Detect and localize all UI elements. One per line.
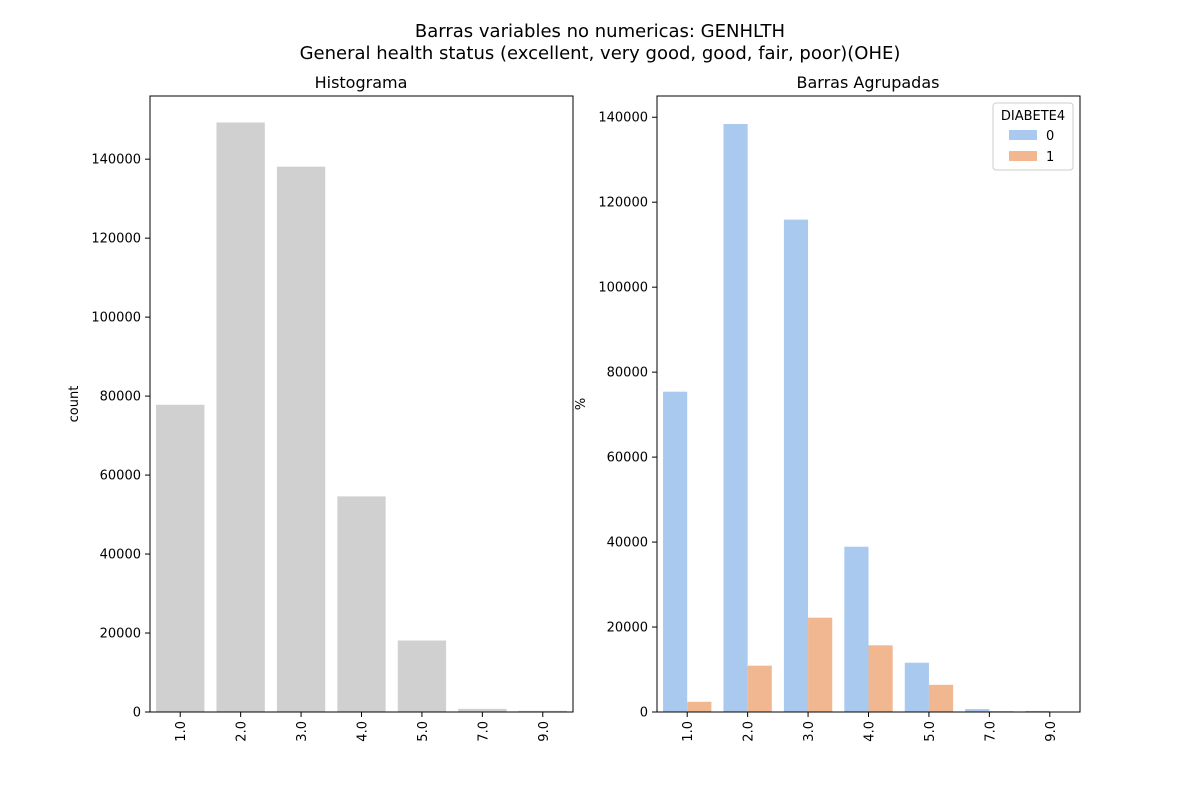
histogram-y-tick-label: 100000	[91, 311, 141, 326]
grouped-bar-x-tick-label: 9.0	[1044, 721, 1059, 742]
grouped-bar-y-tick-label: 100000	[598, 281, 648, 296]
grouped-bar-series-1	[808, 617, 833, 712]
grouped-bar-title: Barras Agrupadas	[797, 73, 940, 92]
grouped-bar-series-0	[965, 709, 990, 712]
grouped-bar-y-label: %	[574, 398, 589, 410]
grouped-bar-x-tick-label: 5.0	[923, 721, 938, 742]
histogram-x-tick-label: 3.0	[295, 721, 310, 742]
histogram-bar	[276, 166, 326, 712]
grouped-bars	[663, 124, 1074, 713]
histogram-y-tick-label: 120000	[91, 232, 141, 247]
histogram-y-axis: 0 20000 40000 60000 80000 100000 120000 140000	[91, 153, 150, 721]
legend-label-1: 1	[1046, 150, 1054, 165]
grouped-bar-series-1	[868, 645, 893, 712]
grouped-bar-y-tick-label: 0	[640, 706, 648, 721]
histogram-chart: Histograma 0 20000 40000 60000 80000 100000 12…	[67, 73, 574, 742]
histogram-bar	[397, 640, 447, 712]
histogram-x-axis: 1.0 2.0 3.0 4.0 5.0 7.0 9.0	[174, 712, 552, 742]
grouped-bar-x-tick-label: 2.0	[742, 721, 757, 742]
legend-swatch-1	[1009, 151, 1037, 161]
histogram-y-label: count	[67, 386, 82, 423]
grouped-bar-x-tick-label: 4.0	[863, 721, 878, 742]
grouped-bar-x-tick-label: 7.0	[983, 721, 998, 742]
histogram-x-tick-label: 7.0	[476, 721, 491, 742]
grouped-bar-series-1	[747, 665, 772, 712]
grouped-bar-x-axis: 1.0 2.0 3.0 4.0 5.0 7.0 9.0	[681, 712, 1059, 742]
histogram-y-tick-label: 60000	[100, 469, 141, 484]
histogram-y-tick-label: 80000	[100, 390, 141, 405]
grouped-bar-series-0	[783, 219, 809, 713]
grouped-bar-y-tick-label: 120000	[598, 196, 648, 211]
grouped-bar-y-tick-label: 20000	[607, 621, 648, 636]
histogram-bar	[337, 496, 386, 712]
grouped-bar-chart: Barras Agrupadas 02000040000600008000010…	[574, 73, 1081, 742]
grouped-bar-series-1	[687, 701, 712, 712]
grouped-bar-series-0	[723, 124, 748, 712]
histogram-x-tick-label: 2.0	[235, 721, 250, 742]
grouped-bar-y-axis: 0 20000 40000 60000 80000 100000 120000 140000	[598, 111, 657, 721]
grouped-bar-series-0	[663, 391, 688, 712]
histogram-bar	[216, 122, 265, 712]
legend-swatch-0	[1009, 130, 1037, 140]
figure-title-line-1: Barras variables no numericas: GENHLTH	[414, 21, 786, 42]
histogram-x-tick-label: 1.0	[174, 721, 189, 742]
grouped-bar-series-0	[844, 546, 869, 712]
histogram-y-tick-label: 20000	[100, 627, 141, 642]
grouped-bar-x-tick-label: 3.0	[802, 721, 817, 742]
histogram-title: Histograma	[315, 73, 408, 92]
legend-title: DIABETE4	[1001, 109, 1065, 124]
histogram-bar	[518, 710, 567, 712]
histogram-y-tick-label: 40000	[100, 548, 141, 563]
grouped-bar-series-0	[1025, 710, 1050, 712]
grouped-bar-series-1	[928, 684, 954, 712]
grouped-bar-series-0	[904, 662, 929, 712]
histogram-x-tick-label: 4.0	[356, 721, 371, 742]
legend-label-0: 0	[1046, 129, 1054, 144]
grouped-bar-y-tick-label: 80000	[607, 366, 648, 381]
figure-title-line-2: General health status (excellent, very g…	[299, 43, 901, 64]
histogram-y-tick-label: 0	[133, 706, 141, 721]
histogram-bar	[458, 708, 507, 712]
grouped-bar-y-tick-label: 40000	[607, 536, 648, 551]
histogram-y-tick-label: 140000	[91, 153, 141, 168]
grouped-bar-x-tick-label: 1.0	[681, 721, 696, 742]
histogram-bar	[156, 404, 205, 712]
grouped-bar-y-tick-label: 140000	[598, 111, 648, 126]
histogram-x-tick-label: 9.0	[537, 721, 552, 742]
grouped-bar-y-tick-label: 60000	[607, 451, 648, 466]
histogram-x-tick-label: 5.0	[416, 721, 431, 742]
histogram-bars	[156, 122, 567, 712]
legend: DIABETE4 0 1	[992, 102, 1074, 171]
